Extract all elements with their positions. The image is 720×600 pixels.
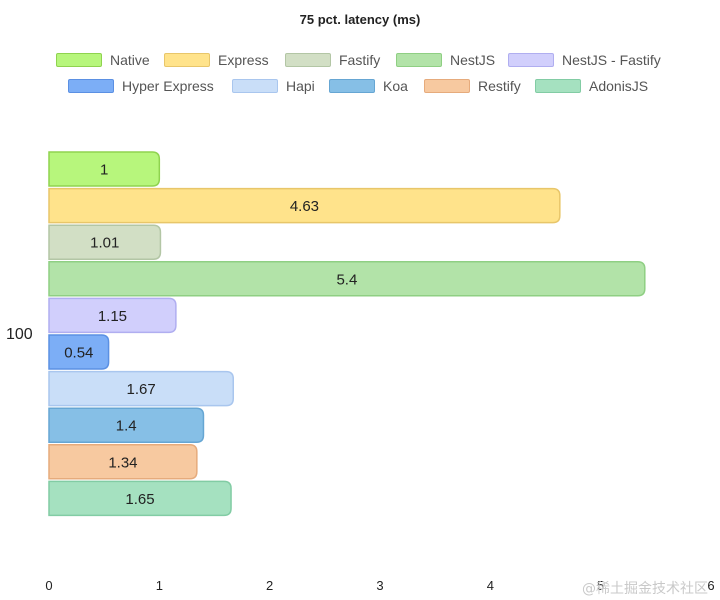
legend-label: Restify	[478, 78, 521, 94]
data-label: 1.01	[90, 235, 119, 252]
legend-label: NestJS	[450, 52, 496, 68]
legend-item[interactable]: NestJS	[396, 51, 495, 69]
bar-express	[48, 187, 561, 224]
data-label: 1	[100, 162, 108, 179]
bar-fastify	[48, 224, 162, 260]
data-label: 1.15	[98, 308, 127, 325]
legend-swatch	[164, 53, 210, 67]
watermark: @稀土掘金技术社区	[582, 581, 708, 597]
legend-swatch	[56, 53, 102, 67]
legend-swatch	[535, 79, 581, 93]
data-label: 4.63	[290, 198, 319, 215]
legend-item[interactable]: Fastify	[285, 51, 380, 69]
x-tick-label: 1	[156, 578, 163, 593]
bar-hapi	[48, 370, 235, 407]
legend-label: Hyper Express	[122, 78, 214, 94]
legend-swatch	[285, 53, 331, 67]
legend-item[interactable]: Hapi	[232, 77, 315, 95]
bar-nestjs-fastify	[48, 297, 177, 334]
x-tick-label: 3	[376, 578, 383, 593]
x-tick-label: 6	[707, 578, 714, 593]
x-tick-label: 5	[597, 578, 604, 593]
legend-swatch	[232, 79, 278, 93]
bar-nestjs	[48, 261, 646, 297]
x-tick-label: 0	[45, 578, 52, 593]
data-label: 0.54	[64, 345, 93, 362]
legend-swatch	[396, 53, 442, 67]
y-category-label: 100	[6, 326, 33, 343]
legend-item[interactable]: AdonisJS	[535, 77, 648, 95]
bar-adonisjs	[48, 480, 232, 517]
legend-swatch	[424, 79, 470, 93]
legend-label: NestJS - Fastify	[562, 52, 661, 68]
chart-title: 75 pct. latency (ms)	[299, 12, 421, 27]
legend-label: Express	[218, 52, 269, 68]
x-tick-label: 4	[487, 578, 494, 593]
legend-item[interactable]: Restify	[424, 77, 521, 95]
bar-restify	[48, 444, 198, 480]
x-tick-label: 2	[266, 578, 273, 593]
data-label: 1.34	[108, 454, 137, 471]
data-label: 5.4	[336, 271, 357, 288]
legend-label: Koa	[383, 78, 408, 94]
bar-native	[48, 151, 161, 187]
legend-item[interactable]: Express	[164, 51, 269, 69]
bar-hyper-express	[48, 334, 110, 370]
legend-swatch	[329, 79, 375, 93]
legend-swatch	[508, 53, 554, 67]
data-label: 1.4	[116, 418, 137, 435]
legend-item[interactable]: NestJS - Fastify	[508, 51, 661, 69]
legend-label: AdonisJS	[589, 78, 649, 94]
data-label: 1.65	[125, 491, 154, 508]
legend-item[interactable]: Koa	[329, 77, 408, 95]
bar-koa	[48, 407, 205, 443]
legend-label: Fastify	[339, 52, 381, 68]
data-label: 1.67	[127, 381, 156, 398]
legend-item[interactable]: Native	[56, 51, 150, 69]
legend-label: Hapi	[286, 78, 315, 94]
legend-item[interactable]: Hyper Express	[68, 77, 214, 95]
legend-label: Native	[110, 52, 150, 68]
legend-swatch	[68, 79, 114, 93]
